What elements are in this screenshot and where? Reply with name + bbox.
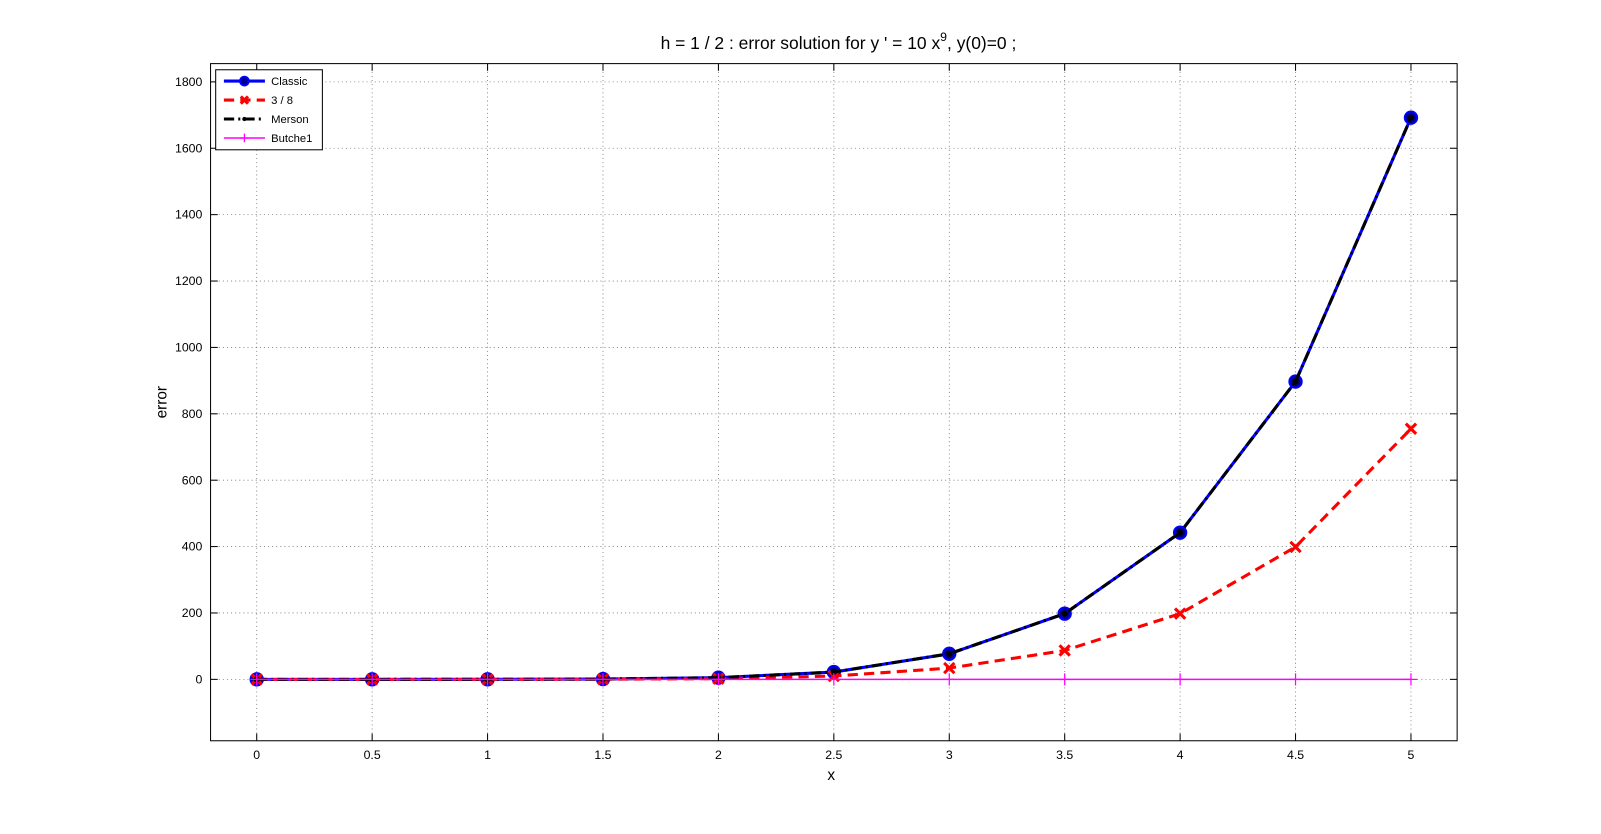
- y-tick-label: 1600: [175, 141, 203, 155]
- y-tick-label: 400: [182, 540, 203, 554]
- marker: [827, 673, 841, 686]
- y-tick-label: 1400: [175, 208, 203, 222]
- y-tick-label: 1000: [175, 341, 203, 355]
- marker: [365, 673, 379, 686]
- marker: [242, 116, 247, 122]
- x-tick-label: 2: [715, 748, 722, 762]
- y-axis-label: error: [153, 386, 170, 418]
- marker: [1177, 529, 1184, 536]
- y-tick-label: 200: [182, 606, 203, 620]
- plot-area: [249, 110, 1419, 687]
- x-tick-label: 2.5: [825, 748, 842, 762]
- marker: [1404, 673, 1418, 686]
- legend-label: 3 / 8: [271, 95, 293, 107]
- marker: [712, 673, 725, 686]
- x-tick-label: 3: [946, 748, 953, 762]
- legend-marker: [239, 75, 250, 87]
- marker: [1058, 644, 1071, 657]
- marker: [239, 95, 250, 105]
- legend-marker: [239, 95, 250, 105]
- x-tick-label: 0: [253, 748, 260, 762]
- x-tick-label: 1: [484, 748, 491, 762]
- y-tick-label: 600: [182, 473, 203, 487]
- legend-marker: [240, 133, 249, 143]
- title-suffix: , y(0)=0 ;: [947, 33, 1016, 53]
- marker: [481, 673, 494, 686]
- legend-label: Merson: [271, 114, 309, 126]
- marker: [240, 133, 249, 143]
- x-tick-label: 4.5: [1287, 748, 1304, 762]
- marker: [1173, 673, 1187, 686]
- chart-title: h = 1 / 2 : error solution for y ' = 10 …: [661, 30, 1017, 53]
- x-tick-label: 1.5: [594, 748, 611, 762]
- marker: [1173, 607, 1187, 620]
- x-axis-label: x: [827, 767, 835, 784]
- legend-label: Classic: [271, 76, 308, 88]
- series: [250, 673, 1418, 686]
- marker: [1289, 540, 1302, 554]
- legend: Classic 3 / 8 Merson Butche1: [215, 69, 323, 151]
- marker: [1058, 673, 1071, 686]
- marker: [946, 650, 953, 657]
- marker: [1407, 114, 1415, 121]
- title-main: h = 1 / 2 : error solution for y ' = 10 …: [661, 33, 941, 53]
- x-tick-label: 0.5: [364, 748, 381, 762]
- marker: [596, 673, 610, 686]
- legend-box: [215, 69, 323, 151]
- marker: [1404, 422, 1418, 435]
- x-tick-label: 3.5: [1056, 748, 1073, 762]
- marker: [250, 673, 263, 686]
- marker: [1292, 378, 1299, 385]
- marker: [239, 75, 250, 87]
- marker: [1289, 673, 1302, 686]
- legend-marker: [242, 116, 247, 122]
- y-tick-label: 800: [182, 407, 203, 421]
- legend-label: Butche1: [271, 133, 312, 145]
- x-tick-label: 4: [1177, 748, 1184, 762]
- marker: [943, 673, 956, 686]
- y-tick-label: 0: [196, 672, 203, 686]
- y-tick-label: 1200: [175, 274, 203, 288]
- x-tick-label: 5: [1408, 748, 1415, 762]
- grid: 0 0.5 1 1.5 2 2.5 3 3.5 4 4.5 5 0 200 400 600 800 1000 12…: [175, 63, 1458, 762]
- marker: [1061, 610, 1068, 617]
- title-superscript: 9: [940, 30, 947, 44]
- marker: [943, 661, 956, 675]
- y-tick-label: 1800: [175, 75, 203, 89]
- marker: [830, 668, 837, 676]
- plot-frame: [210, 63, 1458, 742]
